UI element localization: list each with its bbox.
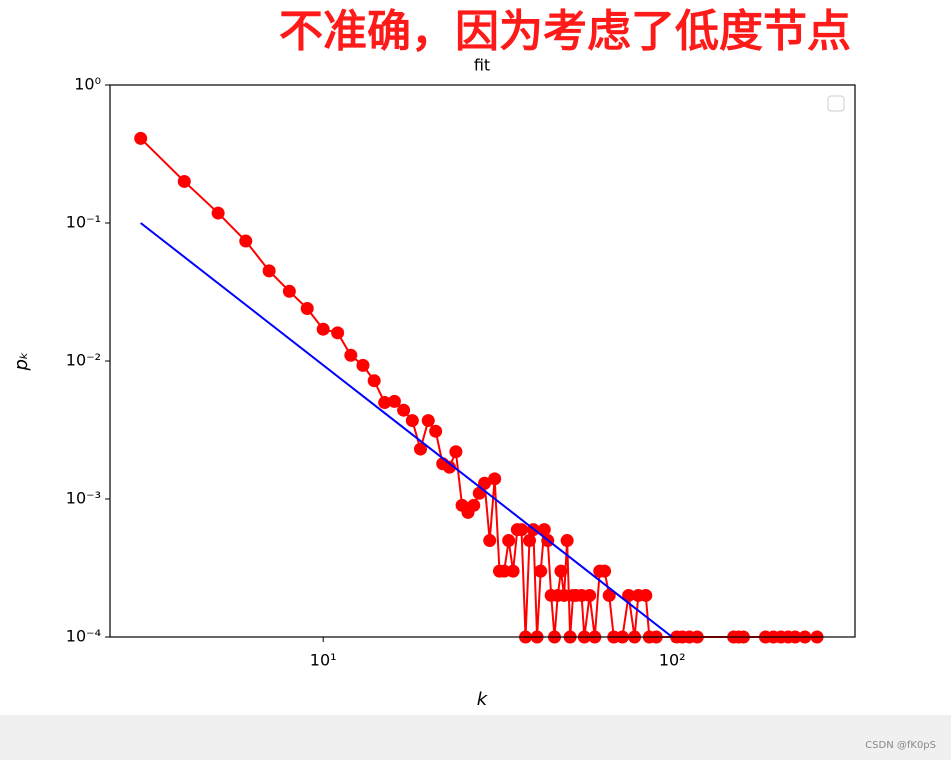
data-point [429,424,443,438]
data-point [602,588,616,602]
y-axis-label: pₖ [11,351,32,371]
y-tick-label: 10⁻⁴ [66,627,101,646]
y-tick-label: 10⁻³ [66,489,101,508]
data-point [515,523,529,537]
y-tick-label: 10⁰ [74,75,101,94]
data-point [537,523,551,537]
data-point [478,476,492,490]
data-point [467,498,481,512]
x-tick-label: 10¹ [310,651,337,670]
data-point [300,302,314,316]
footer-bar [0,715,951,760]
data-point [262,264,276,278]
data-point [449,445,463,459]
data-point [413,442,427,456]
data-point [557,588,571,602]
data-point [211,206,225,220]
data-point [598,564,612,578]
annotation: 不准确，因为考虑了低度节点 [279,6,851,57]
data-point [488,472,502,486]
data-point [378,396,392,410]
plot-frame [109,84,856,638]
data-point [316,322,330,336]
data-point [397,403,411,417]
chart-title: fit [474,56,490,75]
data-point [554,564,568,578]
data-point [622,588,636,602]
x-tick-label: 10² [659,651,686,670]
data-point [522,534,536,548]
data-point [497,564,511,578]
data-point [506,564,520,578]
data-point [442,460,456,474]
data-point [405,414,419,428]
data-point [331,326,345,340]
data-point [639,588,653,602]
data-point [356,358,370,372]
data-point [560,534,574,548]
series-line [139,137,818,638]
data-point [483,534,497,548]
watermark: CSDN @fK0pS [865,740,936,751]
data-point [344,348,358,362]
data-point [534,564,548,578]
y-tick-label: 10⁻² [66,351,101,370]
data-point [177,174,191,188]
data-point [387,394,401,408]
data-point [282,284,296,298]
data-point [239,234,253,248]
data-point [502,534,516,548]
data-point [134,131,148,145]
legend-box [827,95,845,112]
data-point [583,588,597,602]
series-line [140,222,673,638]
y-tick-label: 10⁻¹ [66,213,101,232]
data-point [421,414,435,428]
data-point [367,374,381,388]
x-axis-label: k [477,689,489,710]
